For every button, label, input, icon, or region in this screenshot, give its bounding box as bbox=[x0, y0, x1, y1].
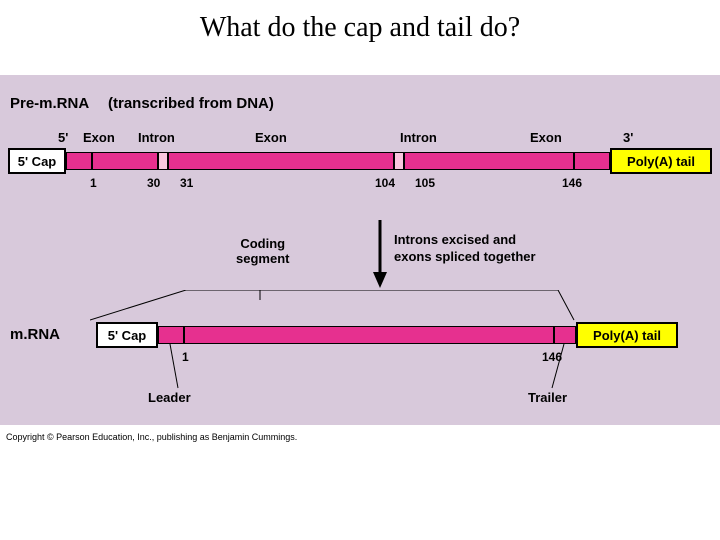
five-cap-box-bottom: 5' Cap bbox=[96, 322, 158, 348]
top-exon1 bbox=[92, 152, 158, 170]
top-exon2 bbox=[168, 152, 394, 170]
top-leader-seg bbox=[66, 152, 92, 170]
leader-label: Leader bbox=[148, 390, 191, 405]
bottom-exon bbox=[184, 326, 554, 344]
pos-30: 30 bbox=[147, 176, 160, 190]
top-intron1 bbox=[158, 152, 168, 170]
subtitle: (transcribed from DNA) bbox=[108, 95, 274, 112]
three-prime: 3' bbox=[623, 130, 633, 145]
brace-coding bbox=[90, 290, 580, 325]
page-title: What do the cap and tail do? bbox=[0, 12, 720, 44]
top-trailer-seg bbox=[574, 152, 610, 170]
top-intron2 bbox=[394, 152, 404, 170]
intron-label-1: Intron bbox=[138, 130, 175, 145]
pos-1: 1 bbox=[90, 176, 97, 190]
exon-label-2: Exon bbox=[255, 130, 287, 145]
exon-label-1: Exon bbox=[83, 130, 115, 145]
bottom-leader bbox=[158, 326, 184, 344]
top-exon3 bbox=[404, 152, 574, 170]
mrna-label: m.RNA bbox=[10, 326, 60, 343]
coding-segment-label: Coding segment bbox=[236, 236, 289, 266]
pos-146: 146 bbox=[562, 176, 582, 190]
five-prime: 5' bbox=[58, 130, 68, 145]
premrna-label: Pre-m.RNA bbox=[10, 95, 89, 112]
exon-label-3: Exon bbox=[530, 130, 562, 145]
copyright-text: Copyright © Pearson Education, Inc., pub… bbox=[6, 432, 297, 442]
five-cap-box-top: 5' Cap bbox=[8, 148, 66, 174]
pos-31: 31 bbox=[180, 176, 193, 190]
polya-tail-box-top: Poly(A) tail bbox=[610, 148, 712, 174]
pos-105: 105 bbox=[415, 176, 435, 190]
introns-excised-label: Introns excised and exons spliced togeth… bbox=[394, 232, 536, 266]
bottom-trailer bbox=[554, 326, 576, 344]
intron-label-2: Intron bbox=[400, 130, 437, 145]
pos-104: 104 bbox=[375, 176, 395, 190]
arrow-down-icon bbox=[370, 220, 390, 290]
polya-tail-box-bottom: Poly(A) tail bbox=[576, 322, 678, 348]
trailer-line bbox=[548, 344, 578, 390]
trailer-label: Trailer bbox=[528, 390, 567, 405]
diagram-background bbox=[0, 75, 720, 425]
leader-line bbox=[160, 344, 190, 390]
